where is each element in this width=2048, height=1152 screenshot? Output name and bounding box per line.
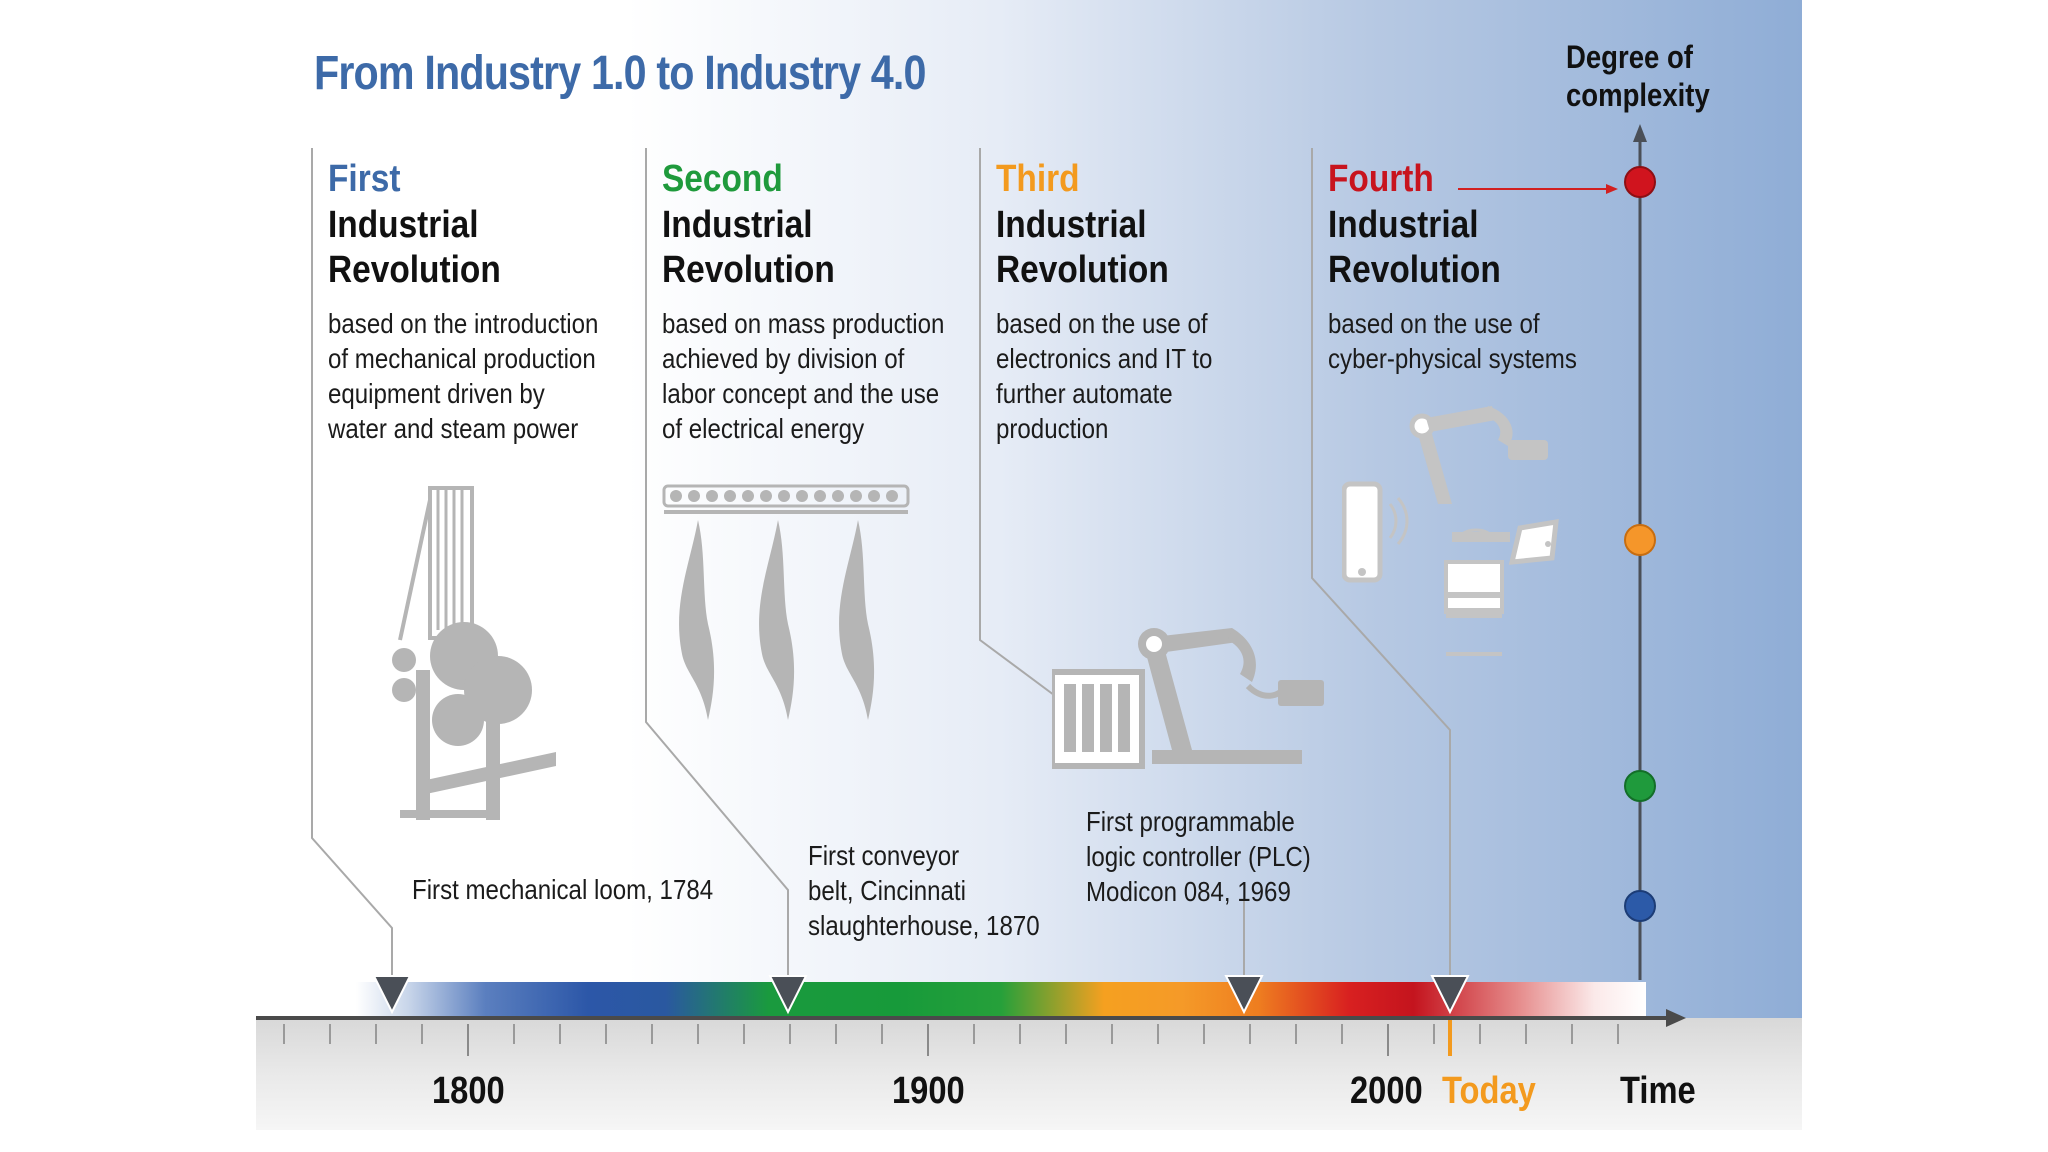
revolution-heading-line2: Industrial bbox=[328, 204, 479, 246]
description-line: further automate bbox=[996, 378, 1173, 409]
separator-line-4 bbox=[1311, 148, 1451, 980]
complexity-label-line-2: complexity bbox=[1566, 77, 1710, 113]
axis-label-1900: 1900 bbox=[892, 1070, 965, 1112]
description-line: labor concept and the use bbox=[662, 378, 940, 409]
red-arrow-head bbox=[1606, 184, 1618, 194]
complexity-label-line-1: Degree of bbox=[1566, 39, 1693, 75]
revolution-heading-line3: Revolution bbox=[1328, 249, 1501, 291]
description-line: based on the introduction bbox=[328, 308, 599, 339]
slide: From Industry 1.0 to Industry 4.0 Degree… bbox=[256, 0, 1802, 1130]
description-line: cyber-physical systems bbox=[1328, 343, 1577, 374]
complexity-dot-fourth bbox=[1624, 166, 1656, 198]
plc-robot-icon bbox=[1052, 628, 1324, 769]
revolution-heading-line3: Revolution bbox=[328, 249, 501, 291]
milestone-line: First programmable bbox=[1086, 806, 1295, 837]
marker-second bbox=[768, 975, 808, 1015]
revolution-description: based on the introduction of mechanical … bbox=[328, 306, 612, 446]
revolution-heading-line3: Revolution bbox=[996, 249, 1169, 291]
marker-fourth bbox=[1430, 975, 1470, 1015]
revolution-heading-line2: Industrial bbox=[996, 204, 1147, 246]
milestone-loom: First mechanical loom, 1784 bbox=[412, 872, 713, 907]
revolution-description: based on mass production achieved by div… bbox=[662, 306, 946, 446]
cyber-physical-icon bbox=[1342, 406, 1559, 656]
axis-label-2000: 2000 bbox=[1350, 1070, 1423, 1112]
description-line: based on the use of bbox=[996, 308, 1208, 339]
timeline-color-bar bbox=[356, 982, 1646, 1020]
revolution-ordinal: Second bbox=[662, 158, 783, 200]
description-line: achieved by division of bbox=[662, 343, 905, 374]
milestone-line: slaughterhouse, 1870 bbox=[808, 910, 1040, 941]
description-line: electronics and IT to bbox=[996, 343, 1213, 374]
description-line: water and steam power bbox=[328, 413, 579, 444]
diagram-lines bbox=[311, 124, 1647, 980]
milestone-line: logic controller (PLC) bbox=[1086, 841, 1311, 872]
marker-third bbox=[1224, 975, 1264, 1015]
separator-line-2 bbox=[645, 148, 789, 980]
milestone-line: First conveyor bbox=[808, 840, 960, 871]
loom-icon bbox=[392, 486, 556, 820]
milestone-line: Modicon 084, 1969 bbox=[1086, 876, 1291, 907]
complexity-dot-third bbox=[1624, 524, 1656, 556]
revolution-fourth: Fourth Industrial Revolution based on th… bbox=[1328, 158, 1648, 376]
axis-label-time: Time bbox=[1620, 1070, 1696, 1112]
complexity-axis-label: Degree of complexity bbox=[1566, 38, 1710, 114]
separator-line-1 bbox=[311, 148, 393, 980]
description-line: based on the use of bbox=[1328, 308, 1540, 339]
time-axis-arrowhead bbox=[1666, 1009, 1686, 1027]
complexity-dot-second bbox=[1624, 770, 1656, 802]
description-line: based on mass production bbox=[662, 308, 945, 339]
revolution-first: First Industrial Revolution based on the… bbox=[328, 158, 648, 446]
description-line: equipment driven by bbox=[328, 378, 545, 409]
revolution-heading-line3: Revolution bbox=[662, 249, 835, 291]
milestone-conveyor: First conveyor belt, Cincinnati slaughte… bbox=[808, 838, 1040, 943]
axis-label-1800: 1800 bbox=[432, 1070, 505, 1112]
milestone-line: First mechanical loom, 1784 bbox=[412, 874, 714, 905]
page-title: From Industry 1.0 to Industry 4.0 bbox=[314, 47, 926, 100]
marker-first bbox=[372, 975, 412, 1015]
conveyor-icon bbox=[662, 484, 910, 720]
revolution-description: based on the use of cyber-physical syste… bbox=[1328, 306, 1612, 376]
revolution-third: Third Industrial Revolution based on the… bbox=[996, 158, 1316, 446]
revolution-second: Second Industrial Revolution based on ma… bbox=[662, 158, 982, 446]
complexity-axis-arrowhead bbox=[1633, 124, 1647, 142]
milestone-line: belt, Cincinnati bbox=[808, 875, 966, 906]
revolution-ordinal: Third bbox=[996, 158, 1080, 200]
revolution-description: based on the use of electronics and IT t… bbox=[996, 306, 1280, 446]
revolution-heading-line2: Industrial bbox=[662, 204, 813, 246]
timeline-overlay bbox=[256, 166, 1686, 1056]
axis-label-today: Today bbox=[1442, 1070, 1536, 1112]
description-line: production bbox=[996, 413, 1109, 444]
description-line: of mechanical production bbox=[328, 343, 596, 374]
milestone-plc: First programmable logic controller (PLC… bbox=[1086, 804, 1311, 909]
revolution-ordinal: First bbox=[328, 158, 401, 200]
revolution-heading-line2: Industrial bbox=[1328, 204, 1479, 246]
description-line: of electrical energy bbox=[662, 413, 865, 444]
complexity-dot-first bbox=[1624, 890, 1656, 922]
revolution-ordinal: Fourth bbox=[1328, 158, 1434, 200]
separator-line-3 bbox=[979, 148, 1059, 699]
